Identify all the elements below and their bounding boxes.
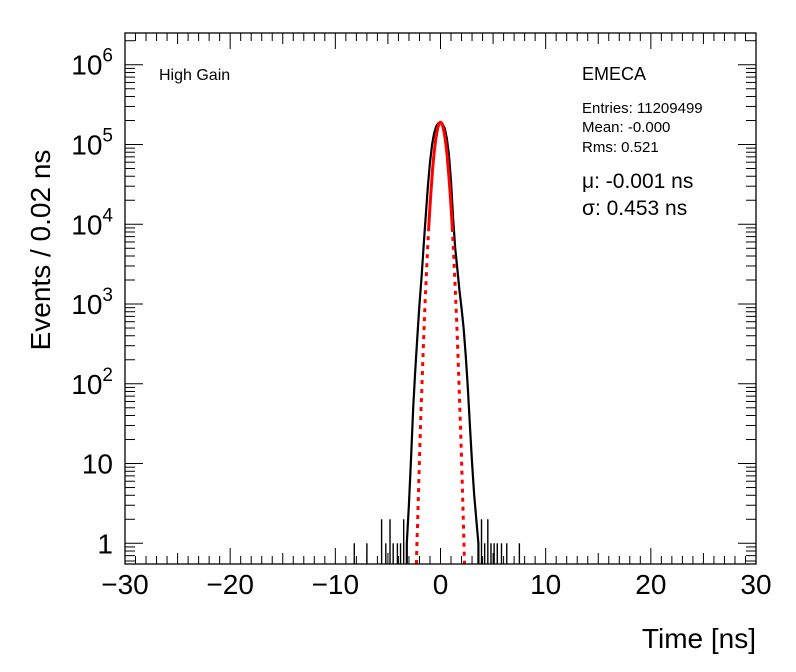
x-tick-label: −10 bbox=[312, 569, 360, 600]
y-tick-base: 10 bbox=[71, 50, 102, 81]
x-tick-label: 30 bbox=[740, 569, 771, 600]
x-tick-label: 10 bbox=[530, 569, 561, 600]
y-tick-exponent: 3 bbox=[102, 285, 113, 306]
plot-frame bbox=[124, 32, 757, 565]
x-axis-label: Time [ns] bbox=[642, 623, 756, 654]
fit-wing-right bbox=[450, 227, 466, 565]
x-tick-label: 20 bbox=[635, 569, 666, 600]
fit-sigma-label: σ: 0.453 ns bbox=[582, 197, 687, 220]
y-tick-label: 105 bbox=[71, 125, 113, 160]
y-tick-label: 10 bbox=[82, 449, 113, 480]
y-tick-exponent: 2 bbox=[102, 365, 113, 386]
y-tick-base: 10 bbox=[82, 449, 113, 480]
x-tick-label: −20 bbox=[206, 569, 254, 600]
x-tick-label: −30 bbox=[101, 569, 149, 600]
x-tick-labels: −30 −20 −10 0 10 20 30 bbox=[101, 569, 771, 600]
y-axis-label: Events / 0.02 ns bbox=[25, 150, 56, 351]
entries-stat: Entries: 11209499 bbox=[582, 100, 703, 117]
y-tick-exponent: 4 bbox=[102, 205, 113, 226]
rms-stat: Rms: 0.521 bbox=[582, 139, 659, 156]
detector-label: EMECA bbox=[582, 64, 646, 84]
y-tick-label: 103 bbox=[71, 285, 113, 320]
y-tick-base: 10 bbox=[71, 129, 102, 160]
x-tick-label: 0 bbox=[433, 569, 449, 600]
y-tick-label: 1 bbox=[97, 528, 113, 559]
ticks-layer bbox=[124, 33, 757, 564]
fit-mu-label: μ: -0.001 ns bbox=[582, 170, 693, 193]
y-tick-exponent: 6 bbox=[102, 46, 113, 67]
y-tick-base: 10 bbox=[71, 289, 102, 320]
curve-layer bbox=[353, 120, 521, 565]
fit-wing-left bbox=[414, 227, 431, 565]
y-tick-label: 104 bbox=[71, 205, 113, 240]
mean-stat: Mean: -0.000 bbox=[582, 119, 670, 136]
fit-curve bbox=[427, 120, 454, 228]
y-tick-label: 102 bbox=[71, 365, 113, 400]
y-tick-label: 106 bbox=[71, 46, 113, 81]
y-tick-base: 10 bbox=[71, 369, 102, 400]
y-tick-base: 10 bbox=[71, 209, 102, 240]
gain-label: High Gain bbox=[159, 67, 230, 84]
y-tick-exponent: 5 bbox=[102, 125, 113, 146]
y-tick-base: 1 bbox=[97, 528, 113, 559]
